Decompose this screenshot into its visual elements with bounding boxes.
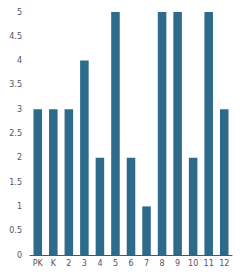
svg-text:6: 6 (128, 259, 133, 268)
svg-text:K: K (51, 259, 57, 268)
svg-text:4: 4 (97, 259, 102, 268)
svg-text:5: 5 (17, 8, 22, 17)
svg-text:10: 10 (188, 259, 198, 268)
svg-text:2.5: 2.5 (9, 129, 22, 138)
svg-text:3.5: 3.5 (9, 80, 22, 89)
svg-text:2: 2 (66, 259, 71, 268)
svg-text:PK: PK (33, 259, 44, 268)
svg-text:5: 5 (113, 259, 118, 268)
svg-text:3: 3 (82, 259, 87, 268)
svg-text:0: 0 (17, 251, 22, 260)
svg-text:4.5: 4.5 (9, 32, 22, 41)
svg-text:2: 2 (17, 153, 22, 162)
svg-text:8: 8 (160, 259, 165, 268)
svg-text:4: 4 (17, 56, 22, 65)
svg-text:9: 9 (175, 259, 180, 268)
svg-text:3: 3 (17, 105, 22, 114)
svg-text:12: 12 (219, 259, 229, 268)
svg-text:0.5: 0.5 (9, 226, 22, 235)
svg-text:7: 7 (144, 259, 149, 268)
svg-text:11: 11 (204, 259, 214, 268)
svg-text:1.5: 1.5 (9, 178, 22, 187)
svg-text:1: 1 (17, 202, 22, 211)
